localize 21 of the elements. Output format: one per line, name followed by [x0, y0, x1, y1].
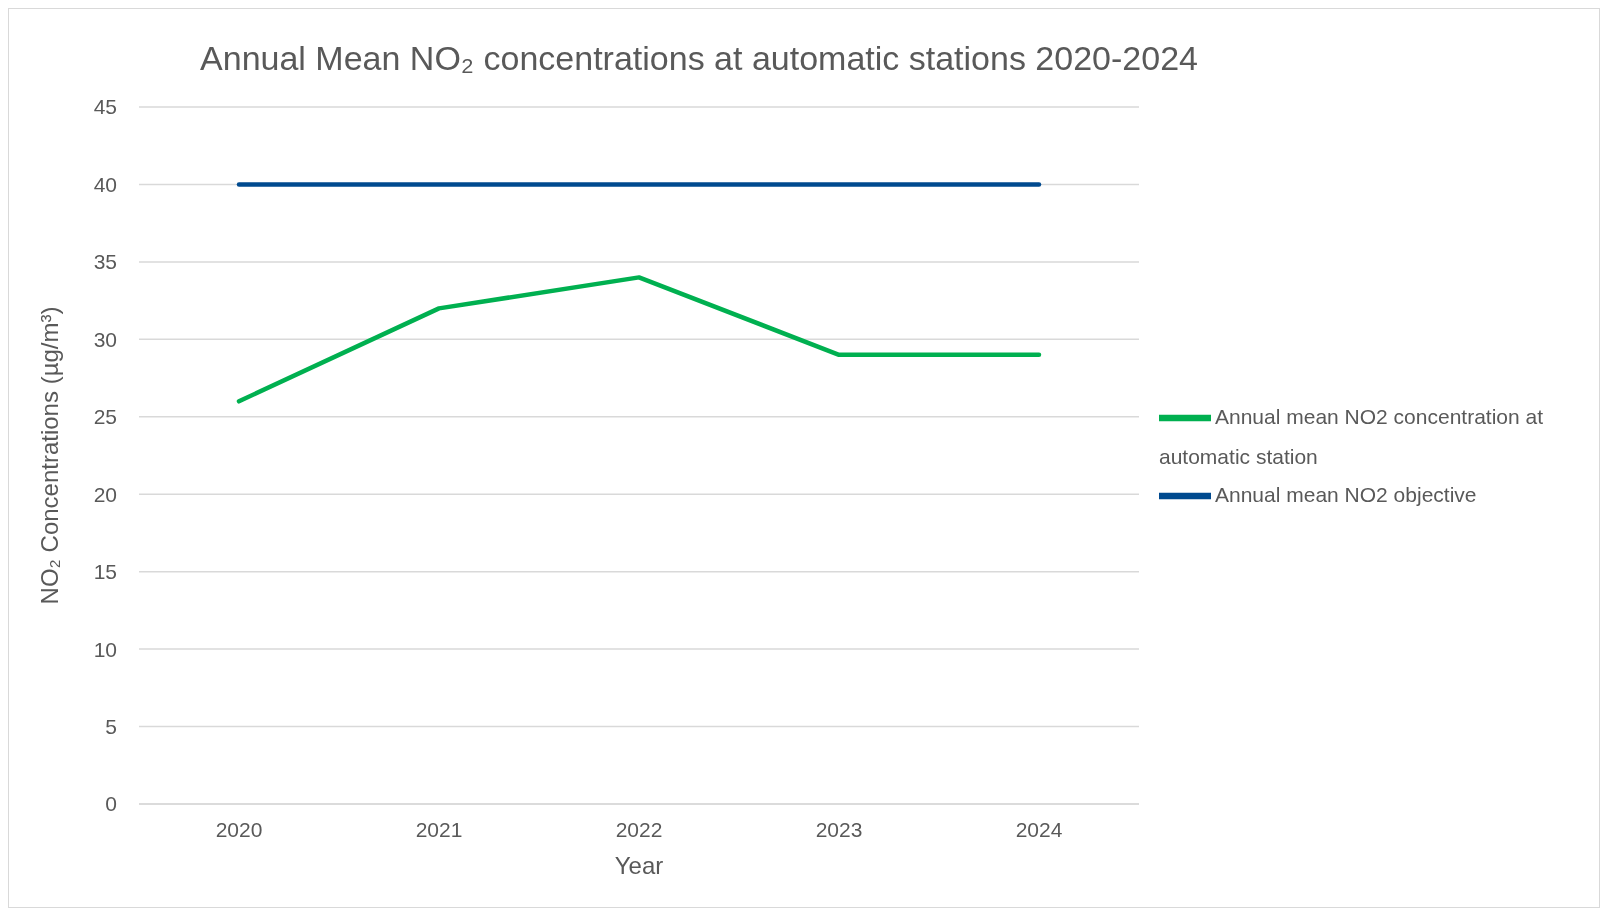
- x-tick-label: 2021: [415, 817, 463, 841]
- chart-title: Annual Mean NO₂ concentrations at automatic stations 2020-2024: [199, 39, 1199, 78]
- x-tick-label: 2023: [815, 817, 863, 841]
- x-tick-label: 2022: [615, 817, 663, 841]
- x-tick-label: 2020: [215, 817, 263, 841]
- y-tick-label: 45: [93, 95, 117, 119]
- y-axis-title: NO₂ Concentrations (µg/m³): [35, 306, 63, 605]
- x-axis-title: Year: [614, 852, 664, 879]
- legend-label: Annual mean NO2 objective: [1215, 482, 1477, 506]
- y-tick-label: 25: [93, 405, 117, 429]
- legend-label: Annual mean NO2 concentration at automatic station: [1159, 404, 1544, 468]
- y-tick-label: 40: [93, 172, 117, 196]
- y-tick-label: 0: [105, 792, 117, 816]
- y-tick-label: 10: [93, 637, 117, 661]
- y-tick-label: 30: [93, 327, 117, 351]
- y-tick-label: 35: [93, 250, 117, 274]
- x-tick-label: 2024: [1015, 817, 1063, 841]
- y-tick-label: 20: [93, 482, 117, 506]
- y-tick-label: 15: [93, 560, 117, 584]
- line-series: [236, 275, 1042, 404]
- y-tick-label: 5: [105, 715, 117, 739]
